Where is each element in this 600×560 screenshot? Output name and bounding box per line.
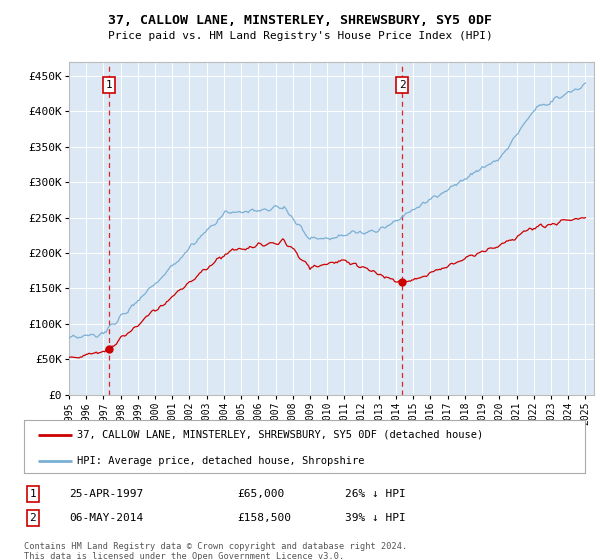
- Text: £158,500: £158,500: [237, 513, 291, 523]
- Text: 39% ↓ HPI: 39% ↓ HPI: [345, 513, 406, 523]
- Text: 2: 2: [398, 80, 406, 90]
- Text: £65,000: £65,000: [237, 489, 284, 499]
- Text: 37, CALLOW LANE, MINSTERLEY, SHREWSBURY, SY5 0DF: 37, CALLOW LANE, MINSTERLEY, SHREWSBURY,…: [108, 14, 492, 27]
- Text: 25-APR-1997: 25-APR-1997: [69, 489, 143, 499]
- Text: 2: 2: [29, 513, 37, 523]
- Text: 26% ↓ HPI: 26% ↓ HPI: [345, 489, 406, 499]
- Text: Contains HM Land Registry data © Crown copyright and database right 2024.
This d: Contains HM Land Registry data © Crown c…: [24, 542, 407, 560]
- Text: 06-MAY-2014: 06-MAY-2014: [69, 513, 143, 523]
- Text: 1: 1: [106, 80, 112, 90]
- Text: 37, CALLOW LANE, MINSTERLEY, SHREWSBURY, SY5 0DF (detached house): 37, CALLOW LANE, MINSTERLEY, SHREWSBURY,…: [77, 430, 484, 440]
- Text: Price paid vs. HM Land Registry's House Price Index (HPI): Price paid vs. HM Land Registry's House …: [107, 31, 493, 41]
- Text: 1: 1: [29, 489, 37, 499]
- Text: HPI: Average price, detached house, Shropshire: HPI: Average price, detached house, Shro…: [77, 456, 365, 466]
